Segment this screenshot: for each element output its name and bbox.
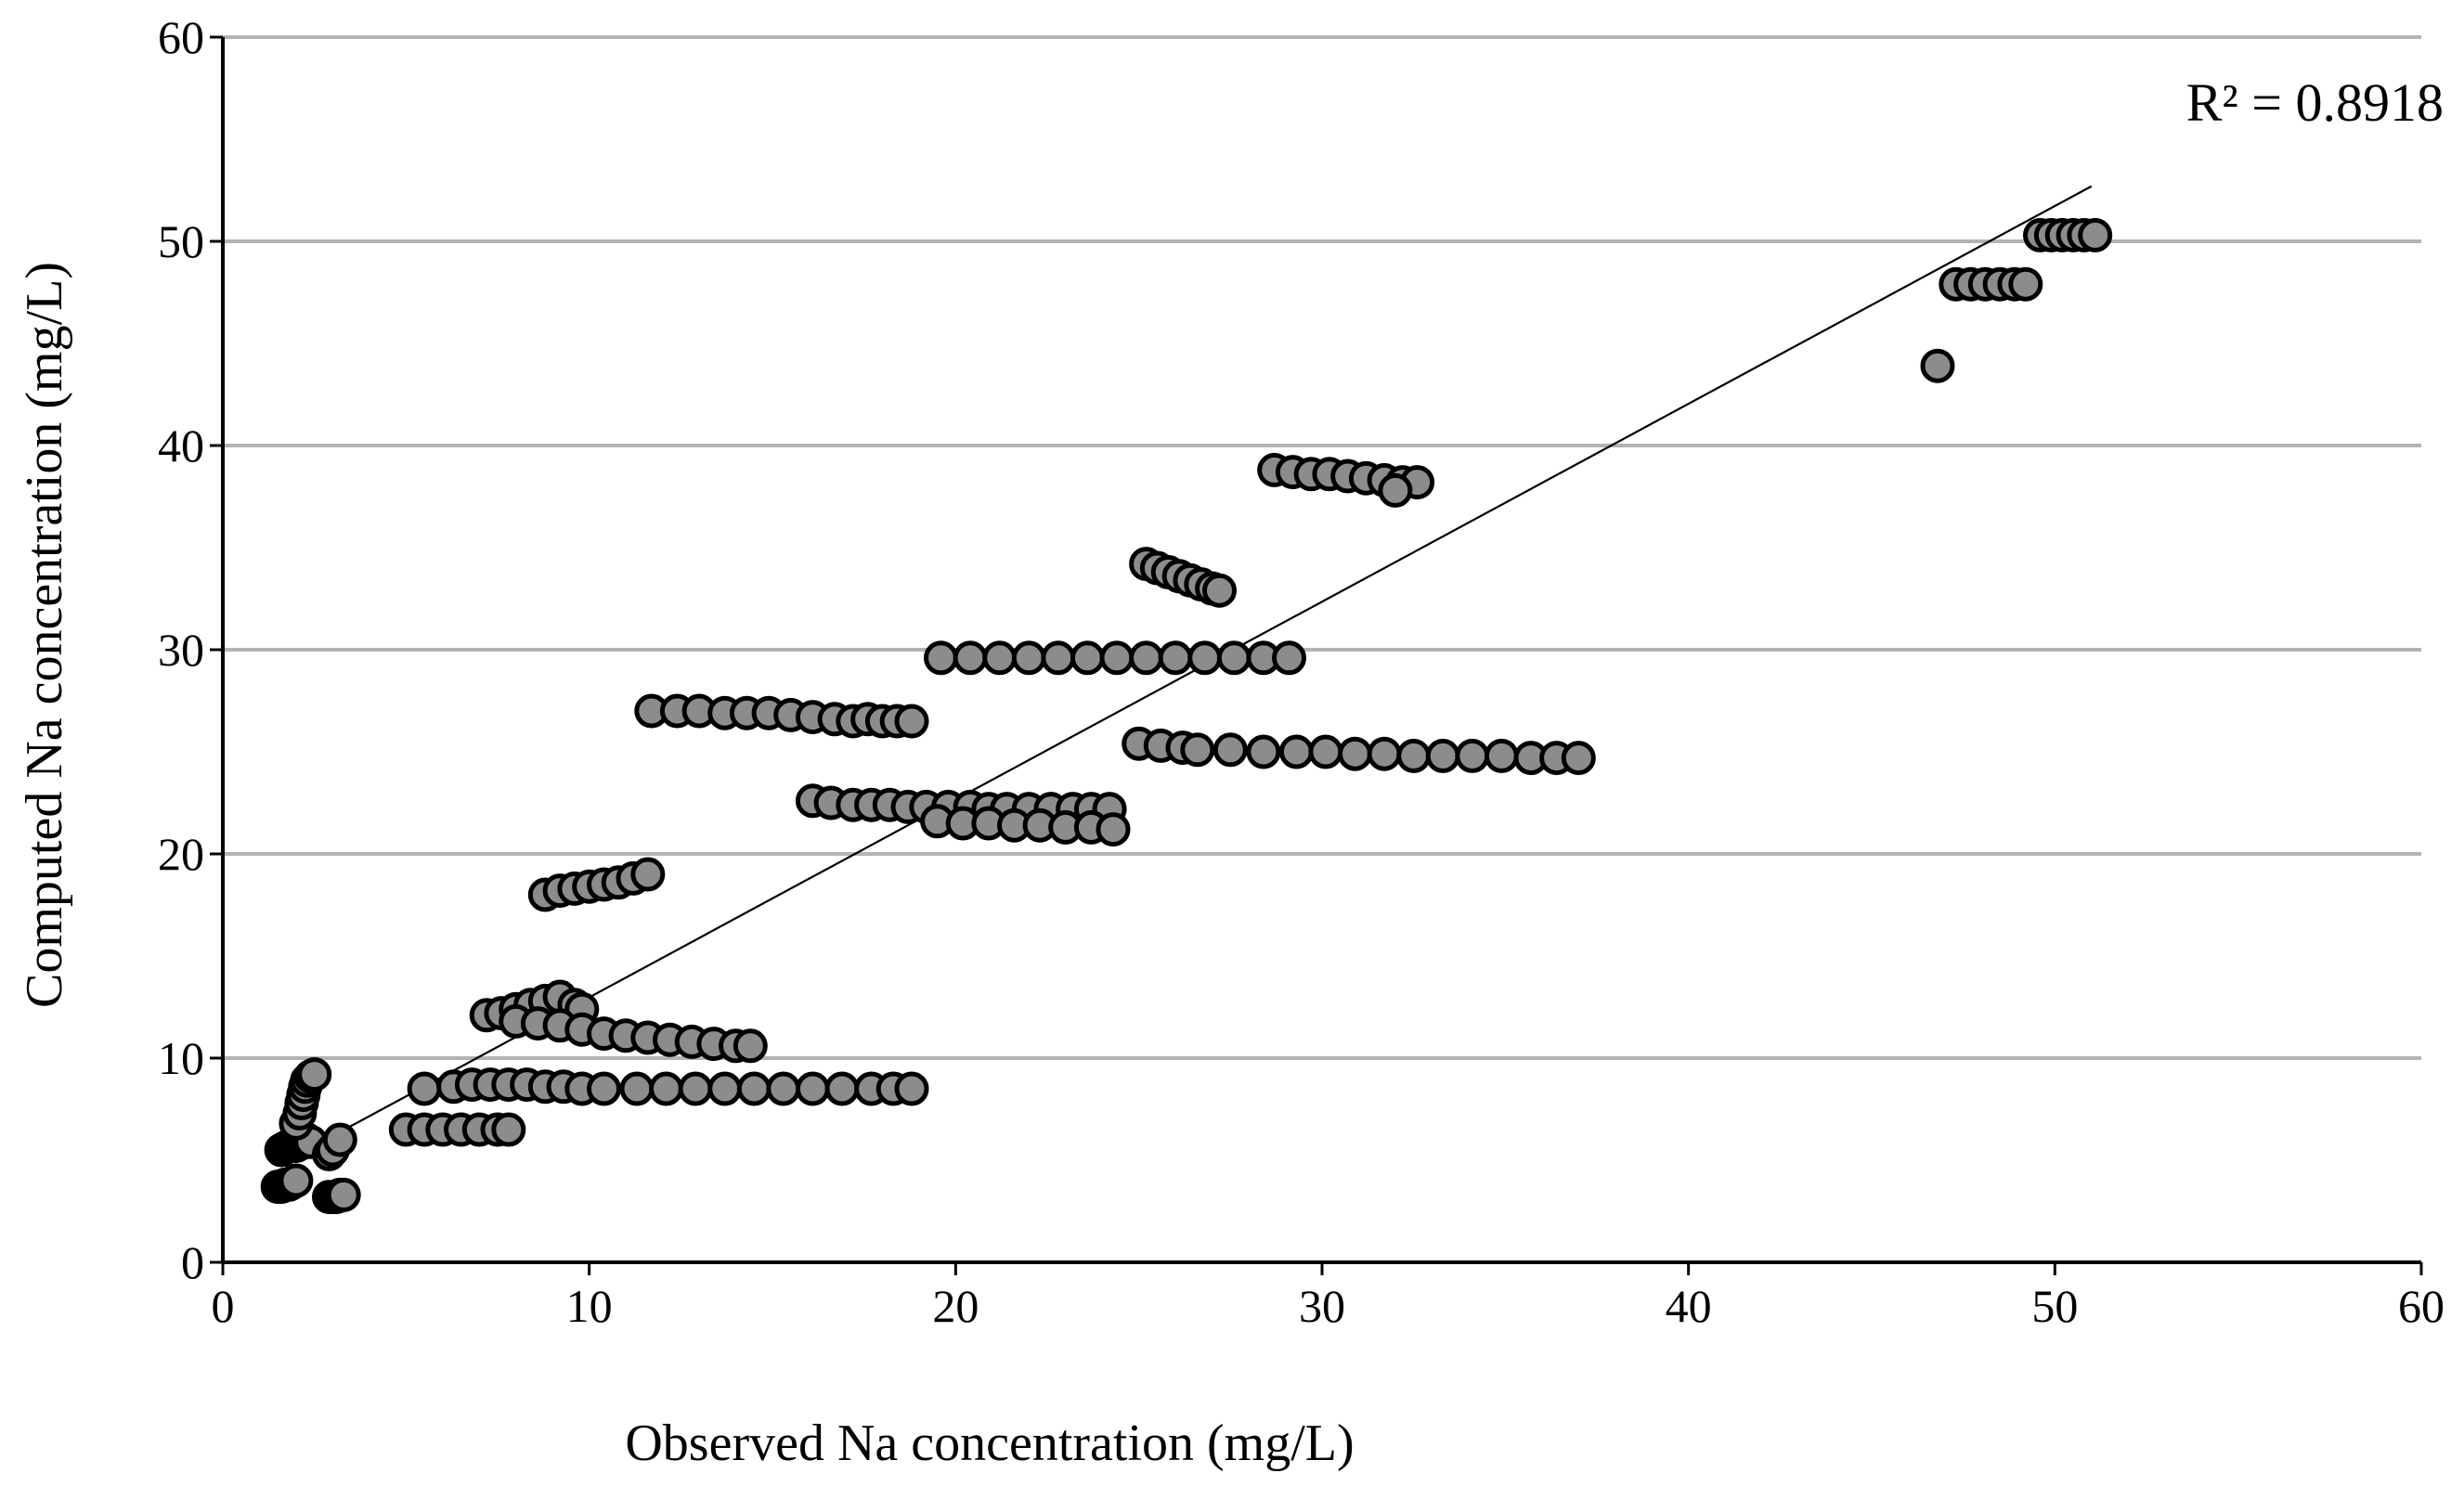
data-point bbox=[1308, 734, 1343, 769]
data-point bbox=[1099, 640, 1135, 676]
data-point bbox=[491, 1112, 526, 1147]
data-point bbox=[1920, 348, 1955, 383]
data-point bbox=[707, 1071, 743, 1106]
data-point bbox=[1041, 640, 1076, 676]
data-point bbox=[630, 857, 666, 892]
data-point bbox=[953, 640, 988, 676]
data-point bbox=[1246, 734, 1281, 769]
data-point bbox=[924, 640, 958, 676]
data-point bbox=[619, 1071, 655, 1106]
data-point bbox=[1202, 573, 1237, 608]
x-tick-label: 40 bbox=[1666, 1280, 1712, 1332]
data-point bbox=[279, 1163, 314, 1198]
data-point bbox=[2008, 266, 2043, 302]
x-tick-label: 0 bbox=[212, 1280, 235, 1332]
x-tick-label: 60 bbox=[2398, 1280, 2445, 1332]
y-axis-ticks: 0 10 20 30 40 50 60 bbox=[158, 11, 223, 1288]
data-points bbox=[260, 217, 2113, 1215]
data-point bbox=[1158, 640, 1193, 676]
data-point bbox=[894, 1071, 929, 1106]
data-point bbox=[733, 1028, 768, 1064]
data-point bbox=[1425, 738, 1460, 773]
x-tick-label: 50 bbox=[2031, 1280, 2078, 1332]
r-squared-annotation: R² = 0.8918 bbox=[2186, 72, 2444, 133]
y-tick-label: 0 bbox=[181, 1236, 204, 1288]
data-point bbox=[1096, 812, 1131, 847]
data-point bbox=[1011, 640, 1046, 676]
data-point bbox=[1378, 472, 1413, 508]
data-point bbox=[1180, 732, 1215, 768]
y-axis-title: Computed Na concentration (mg/L) bbox=[16, 262, 73, 1008]
data-point bbox=[1396, 738, 1432, 773]
data-point bbox=[736, 1071, 772, 1106]
y-tick-label: 10 bbox=[158, 1032, 204, 1084]
data-point bbox=[322, 1122, 357, 1157]
data-point bbox=[766, 1071, 801, 1106]
data-point bbox=[1129, 640, 1164, 676]
horizontal-gridlines bbox=[223, 35, 2421, 1060]
data-point bbox=[297, 1057, 332, 1092]
data-point bbox=[1272, 640, 1306, 676]
data-point bbox=[1070, 640, 1105, 676]
data-point bbox=[1338, 736, 1372, 771]
data-point bbox=[678, 1071, 713, 1106]
data-point bbox=[407, 1071, 442, 1106]
data-point bbox=[1213, 732, 1248, 768]
data-point bbox=[894, 704, 929, 739]
data-point bbox=[1484, 738, 1519, 773]
x-axis-title: Observed Na concentration (mg/L) bbox=[625, 1415, 1354, 1472]
data-point bbox=[1187, 640, 1223, 676]
data-point bbox=[2078, 217, 2113, 252]
y-tick-label: 40 bbox=[158, 420, 204, 472]
x-axis-ticks: 0 10 20 30 40 50 60 bbox=[212, 1262, 2445, 1332]
y-tick-label: 60 bbox=[158, 11, 204, 63]
y-tick-label: 30 bbox=[158, 624, 204, 676]
data-point bbox=[1367, 736, 1402, 771]
data-point bbox=[982, 640, 1018, 676]
data-point bbox=[587, 1071, 621, 1106]
data-point bbox=[795, 1071, 830, 1106]
y-tick-label: 20 bbox=[158, 828, 204, 880]
data-point bbox=[1278, 734, 1314, 769]
y-tick-label: 50 bbox=[158, 215, 204, 267]
x-tick-label: 20 bbox=[932, 1280, 979, 1332]
x-tick-label: 10 bbox=[566, 1280, 613, 1332]
data-point bbox=[1561, 741, 1596, 776]
data-point bbox=[649, 1071, 683, 1106]
data-point bbox=[1455, 738, 1490, 773]
data-point bbox=[1216, 640, 1251, 676]
data-point bbox=[326, 1177, 361, 1212]
x-tick-label: 30 bbox=[1299, 1280, 1345, 1332]
data-point bbox=[824, 1071, 860, 1106]
